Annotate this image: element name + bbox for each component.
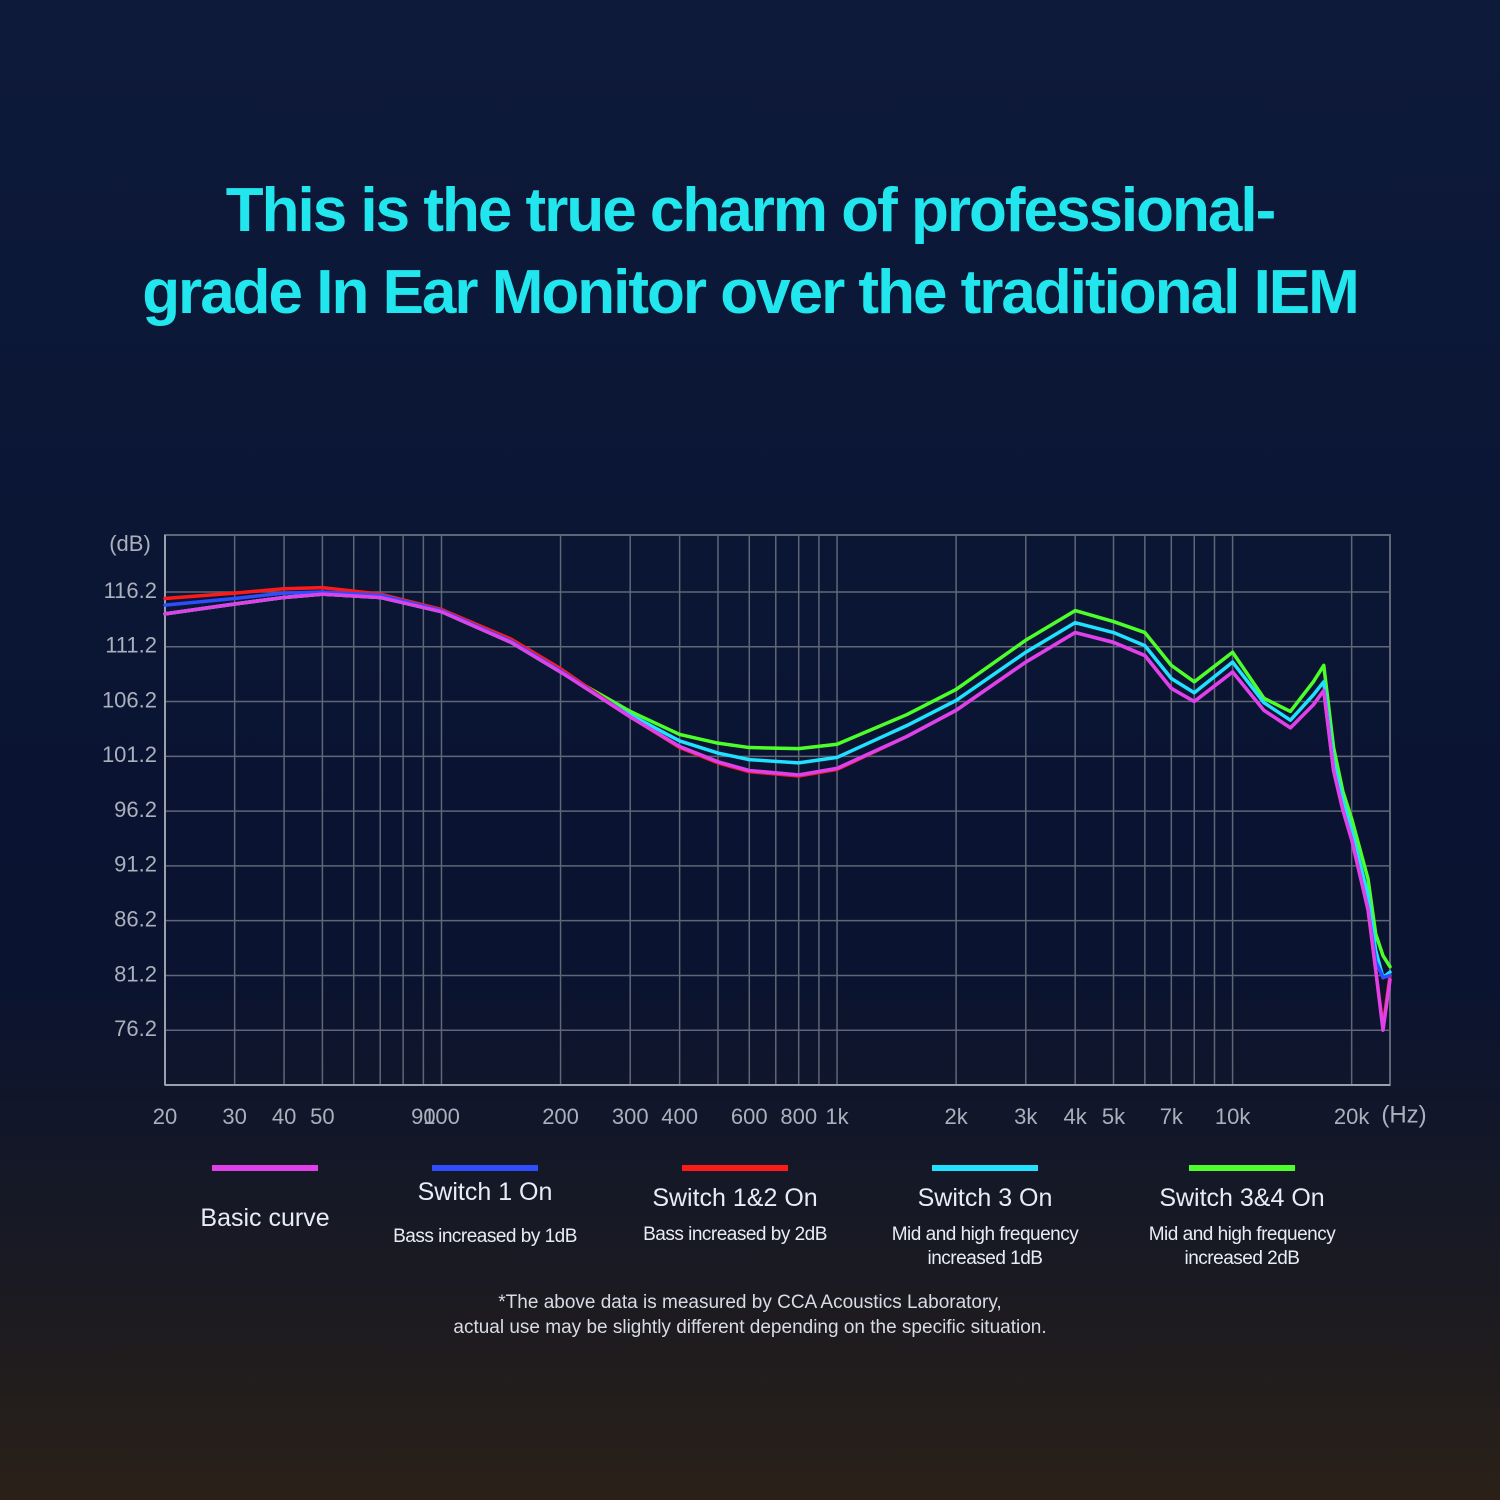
legend-item: Switch 1 On Bass increased by 1dB xyxy=(365,1178,605,1249)
footnote-line: actual use may be slightly different dep… xyxy=(453,1317,1047,1338)
x-axis-label: (Hz) xyxy=(1381,1101,1426,1128)
x-tick-label: 2k xyxy=(944,1104,968,1129)
x-tick-label: 100 xyxy=(423,1104,460,1129)
legend-item: Switch 3&4 On Mid and high frequency incr… xyxy=(1122,1184,1362,1271)
title-line: grade In Ear Monitor over the traditiona… xyxy=(142,258,1360,327)
x-tick-label: 10k xyxy=(1215,1104,1251,1129)
x-tick-label: 50 xyxy=(310,1104,334,1129)
x-tick-label: 800 xyxy=(780,1104,817,1129)
footnote-line: *The above data is measured by CCA Acous… xyxy=(498,1292,1002,1313)
y-tick-label: 91.2 xyxy=(114,852,157,877)
footnote: *The above data is measured by CCA Acous… xyxy=(0,1290,1500,1340)
legend-label: Basic curve xyxy=(200,1204,330,1232)
curve xyxy=(163,592,1392,1032)
legend-description: Mid and high frequency increased 2dB xyxy=(1148,1224,1336,1269)
x-tick-label: 3k xyxy=(1014,1104,1038,1129)
x-tick-label: 5k xyxy=(1102,1104,1126,1129)
x-tick-label: 1k xyxy=(825,1104,849,1129)
x-tick-label: 20k xyxy=(1334,1104,1370,1129)
y-tick-label: 111.2 xyxy=(105,633,157,658)
x-tick-label: 300 xyxy=(612,1104,649,1129)
legend-label: Switch 3&4 On xyxy=(1159,1184,1325,1212)
x-tick-label: 20 xyxy=(153,1104,177,1129)
y-tick-label: 101.2 xyxy=(102,742,157,767)
y-tick-label: 106.2 xyxy=(102,687,157,712)
legend-item: Switch 1&2 On Bass increased by 2dB xyxy=(615,1184,855,1247)
x-tick-label: 30 xyxy=(222,1104,246,1129)
y-axis-label: (dB) xyxy=(109,531,151,556)
legend-description: Bass increased by 2dB xyxy=(643,1224,827,1245)
plot-frame xyxy=(164,534,1391,1086)
legend-description: Bass increased by 1dB xyxy=(393,1226,577,1247)
legend-item: Switch 3 On Mid and high frequency increa… xyxy=(865,1184,1105,1271)
legend-label: Switch 1&2 On xyxy=(652,1184,818,1212)
x-tick-label: 90 xyxy=(411,1104,435,1129)
x-tick-label: 40 xyxy=(272,1104,296,1129)
title: This is the true charm of professional- … xyxy=(0,170,1500,334)
curve xyxy=(163,592,1392,969)
x-tick-label: 7k xyxy=(1160,1104,1184,1129)
y-tick-label: 96.2 xyxy=(114,797,157,822)
y-tick-label: 86.2 xyxy=(114,906,157,931)
y-tick-label: 116.2 xyxy=(104,578,157,603)
y-tick-label: 76.2 xyxy=(114,1016,157,1041)
legend-label: Switch 1 On xyxy=(417,1178,553,1206)
y-tick-label: 81.2 xyxy=(114,961,157,986)
x-tick-label: 4k xyxy=(1064,1104,1088,1129)
legend-item: Basic curve xyxy=(145,1204,385,1233)
curve xyxy=(163,585,1392,1029)
x-tick-label: 200 xyxy=(542,1104,579,1129)
legend-label: Switch 3 On xyxy=(917,1184,1053,1212)
x-tick-label: 400 xyxy=(661,1104,698,1129)
curve xyxy=(163,590,1392,980)
legend-description: Mid and high frequency increased 1dB xyxy=(891,1224,1079,1269)
title-line: This is the true charm of professional- xyxy=(225,176,1277,245)
x-tick-label: 600 xyxy=(731,1104,768,1129)
